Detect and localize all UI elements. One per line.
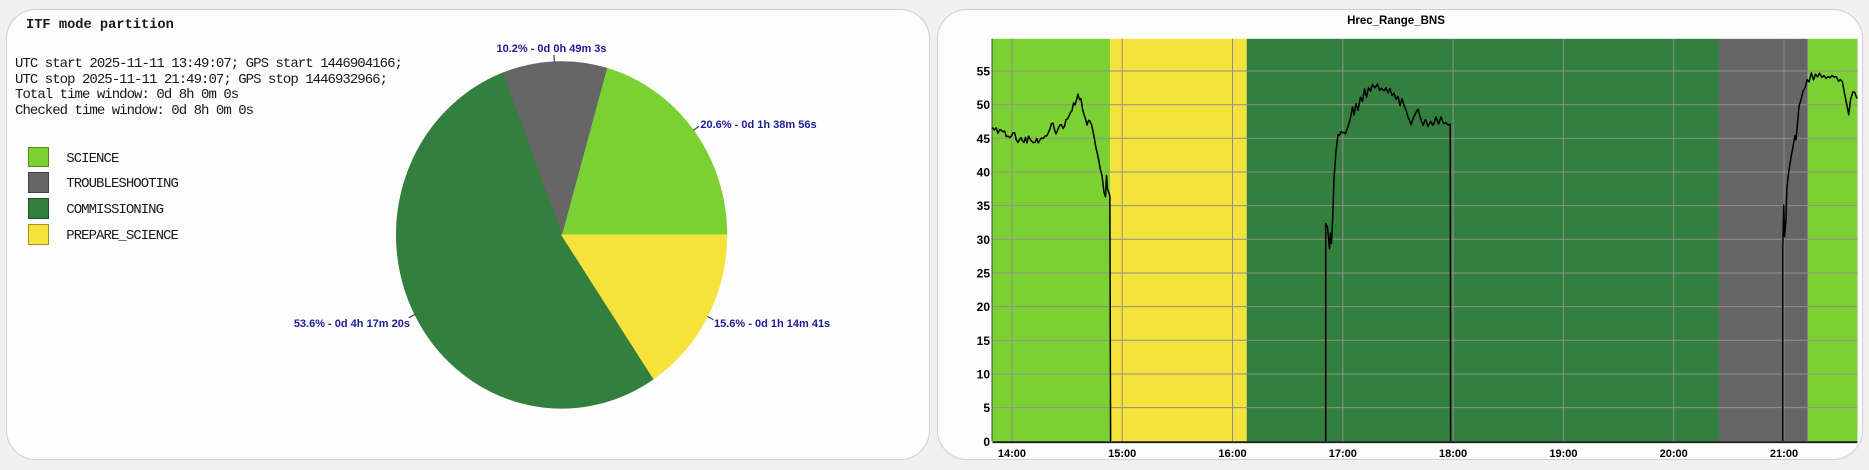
svg-text:30: 30: [977, 233, 991, 247]
svg-text:55: 55: [977, 65, 991, 79]
svg-text:50: 50: [977, 98, 991, 112]
svg-text:10: 10: [977, 368, 991, 382]
svg-text:40: 40: [977, 166, 991, 180]
svg-text:19:00: 19:00: [1549, 448, 1577, 460]
svg-text:15:00: 15:00: [1108, 448, 1136, 460]
svg-text:Hrec_Range_BNS: Hrec_Range_BNS: [1347, 15, 1445, 27]
svg-text:20:00: 20:00: [1660, 448, 1688, 460]
svg-text:16:00: 16:00: [1218, 448, 1246, 460]
svg-text:18:00: 18:00: [1439, 448, 1467, 460]
svg-text:5: 5: [983, 401, 990, 415]
svg-text:10.2% - 0d 0h 49m 3s: 10.2% - 0d 0h 49m 3s: [496, 43, 606, 55]
svg-text:35: 35: [977, 199, 991, 213]
svg-text:17:00: 17:00: [1329, 448, 1357, 460]
svg-text:53.6% - 0d 4h 17m 20s: 53.6% - 0d 4h 17m 20s: [294, 318, 410, 330]
svg-text:15.6% - 0d 1h 14m 41s: 15.6% - 0d 1h 14m 41s: [714, 318, 830, 330]
svg-text:45: 45: [977, 132, 991, 146]
svg-text:14:00: 14:00: [998, 448, 1026, 460]
svg-text:20: 20: [977, 300, 991, 314]
svg-text:0: 0: [983, 435, 990, 449]
svg-text:21:00: 21:00: [1770, 448, 1798, 460]
svg-text:20.6% - 0d 1h 38m 56s: 20.6% - 0d 1h 38m 56s: [700, 119, 816, 131]
svg-text:15: 15: [977, 334, 991, 348]
svg-text:25: 25: [977, 267, 991, 281]
